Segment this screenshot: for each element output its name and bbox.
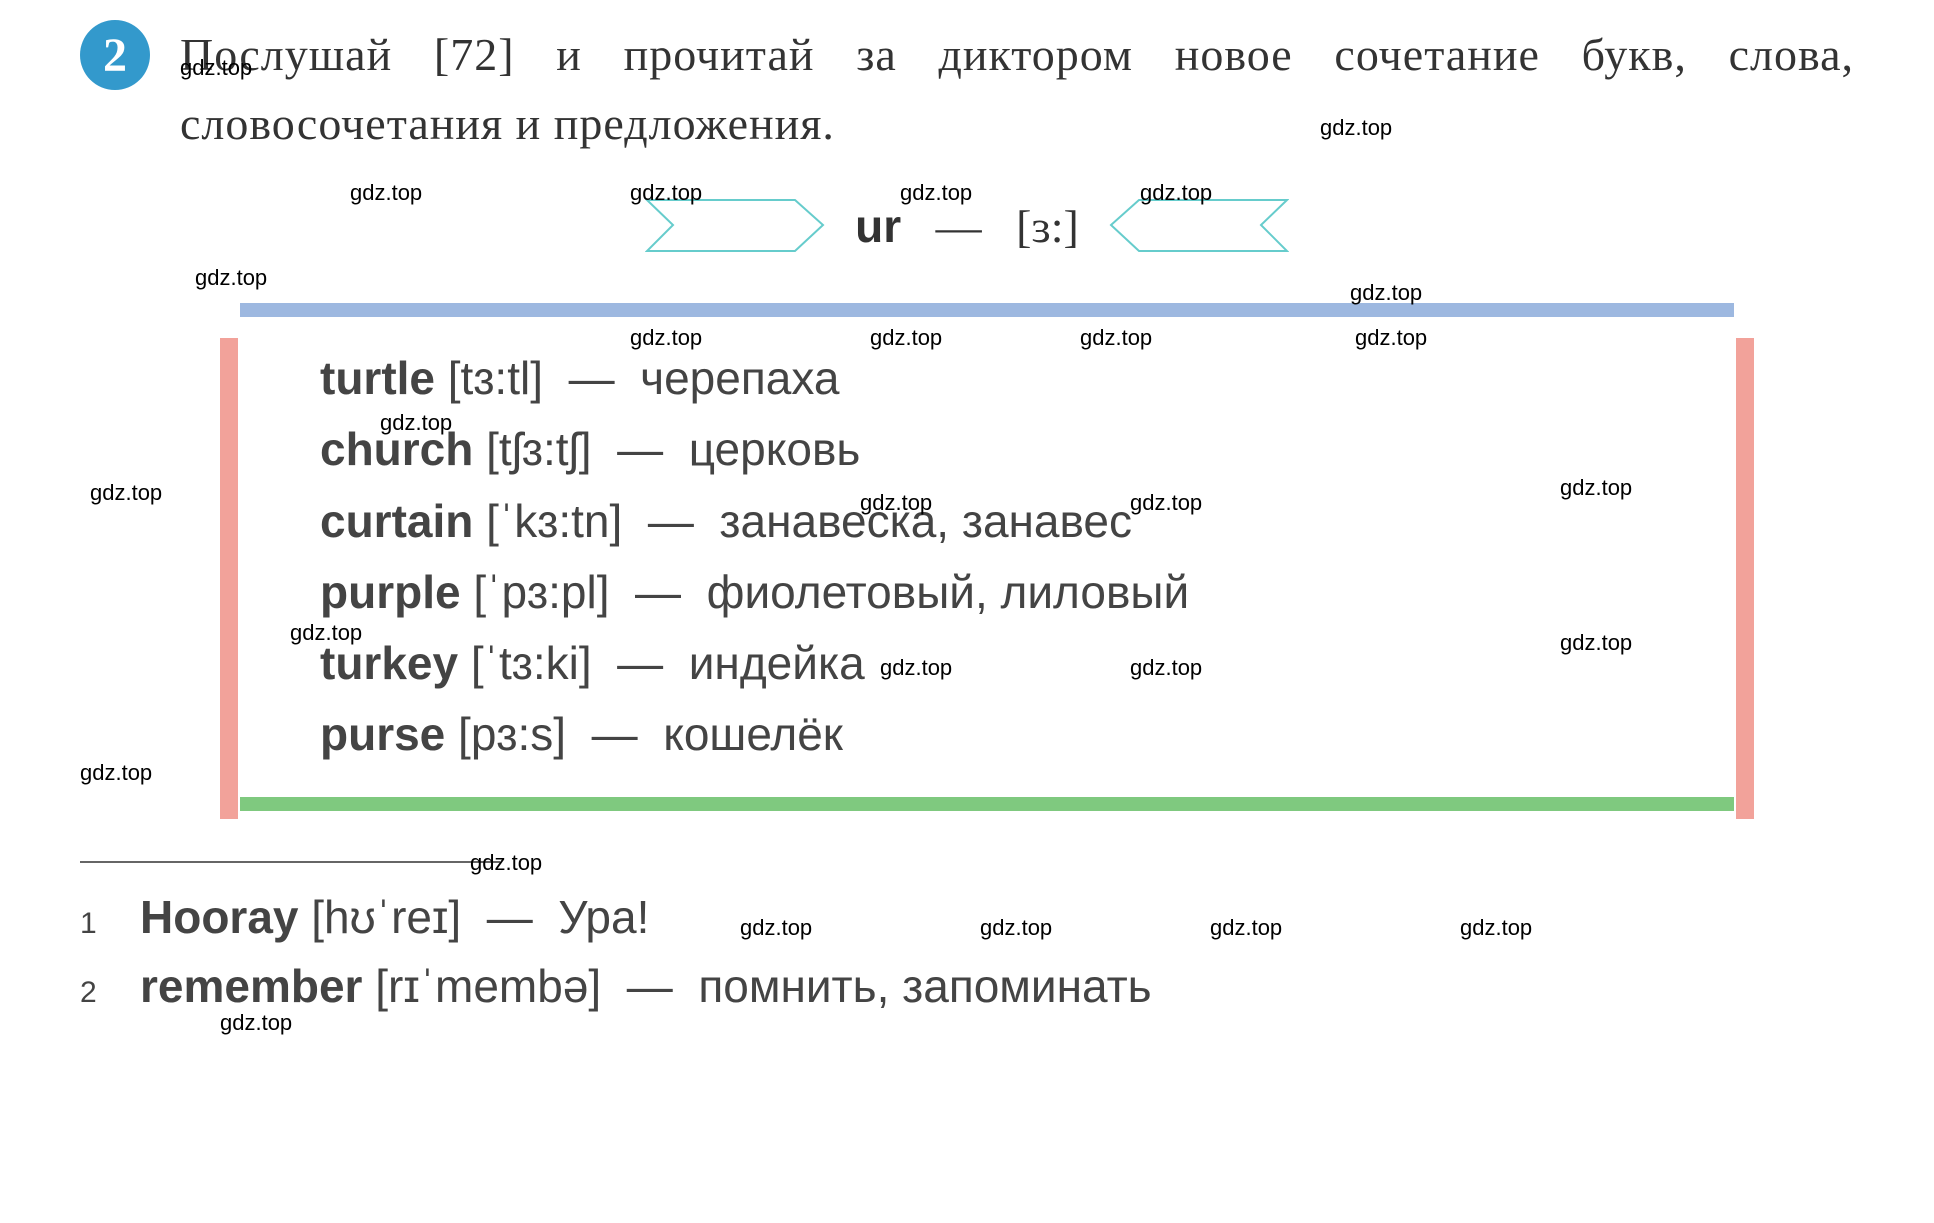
vocab-translation: индейка bbox=[689, 637, 865, 689]
vocab-translation: занавеска, занавес bbox=[719, 495, 1132, 547]
exercise-number-badge: 2 bbox=[80, 20, 150, 90]
vocab-item: turkey [ˈtɜ:ki] — индейка bbox=[320, 628, 1684, 699]
bottom-border bbox=[240, 797, 1734, 811]
vocab-dash: — bbox=[592, 708, 638, 760]
rule-dash: — bbox=[936, 201, 982, 252]
vocab-translation: фиолетовый, лиловый bbox=[707, 566, 1190, 618]
vocab-ipa: [ˈpɜ:pl] bbox=[473, 566, 609, 618]
footnotes: 1 Hooray [hʊˈreɪ] — Ура! 2 remember [rɪˈmem… bbox=[80, 883, 1854, 1021]
watermark: gdz.top bbox=[80, 760, 152, 786]
vocab-translation: кошелёк bbox=[663, 708, 843, 760]
watermark: gdz.top bbox=[195, 265, 267, 291]
vocabulary-box: turtle [tɜ:tl] — черепахаchurch [tʃɜ:tʃ]… bbox=[240, 303, 1734, 811]
right-border bbox=[1736, 338, 1754, 819]
footnote-num: 2 bbox=[80, 970, 110, 1015]
vocab-dash: — bbox=[648, 495, 694, 547]
vocab-item: curtain [ˈkɜ:tn] — занавеска, занавес bbox=[320, 486, 1684, 557]
vocab-ipa: [tʃɜ:tʃ] bbox=[486, 423, 591, 475]
vocab-ipa: [ˈkɜ:tn] bbox=[486, 495, 622, 547]
vocab-ipa: [tɜ:tl] bbox=[448, 352, 543, 404]
vocab-translation: церковь bbox=[689, 423, 861, 475]
vocabulary-list: turtle [tɜ:tl] — черепахаchurch [tʃɜ:tʃ]… bbox=[290, 343, 1684, 771]
vocab-item: purse [pɜ:s] — кошелёк bbox=[320, 699, 1684, 770]
vocab-item: purple [ˈpɜ:pl] — фиолетовый, лиловый bbox=[320, 557, 1684, 628]
vocab-translation: черепаха bbox=[640, 352, 839, 404]
vocab-dash: — bbox=[635, 566, 681, 618]
vocab-word: purse bbox=[320, 708, 445, 760]
vocab-dash: — bbox=[617, 423, 663, 475]
rule-letters: ur bbox=[855, 200, 901, 252]
left-border bbox=[220, 338, 238, 819]
vocab-word: turtle bbox=[320, 352, 435, 404]
rule-phonetic: [ɜ:] bbox=[1016, 201, 1079, 252]
vocab-dash: — bbox=[569, 352, 615, 404]
footnote-ipa: [hʊˈreɪ] bbox=[311, 891, 461, 943]
footnote-item: 2 remember [rɪˈmembə] — помнить, запомина… bbox=[80, 952, 1854, 1021]
footnote-translation: Ура! bbox=[558, 891, 649, 943]
vocab-word: church bbox=[320, 423, 473, 475]
vocab-item: turtle [tɜ:tl] — черепаха bbox=[320, 343, 1684, 414]
footnote-divider bbox=[80, 861, 500, 863]
rule-text: ur — [ɜ:] bbox=[855, 199, 1079, 253]
footnote-dash: — bbox=[487, 891, 533, 943]
footnote-word: remember bbox=[140, 960, 362, 1012]
vocab-ipa: [pɜ:s] bbox=[458, 708, 566, 760]
vocab-word: turkey bbox=[320, 637, 458, 689]
vocab-ipa: [ˈtɜ:ki] bbox=[471, 637, 592, 689]
phonetic-rule-row: ur — [ɜ:] bbox=[80, 198, 1854, 253]
arrow-right-icon bbox=[645, 198, 825, 253]
arrow-left-icon bbox=[1109, 198, 1289, 253]
footnote-translation: помнить, запоминать bbox=[698, 960, 1151, 1012]
vocab-item: church [tʃɜ:tʃ] — церковь bbox=[320, 414, 1684, 485]
top-border bbox=[240, 303, 1734, 317]
watermark: gdz.top bbox=[470, 850, 542, 876]
footnote-ipa: [rɪˈmembə] bbox=[375, 960, 601, 1012]
exercise-instruction: Послушай [72] и прочитай за диктором нов… bbox=[180, 20, 1854, 158]
footnote-item: 1 Hooray [hʊˈreɪ] — Ура! bbox=[80, 883, 1854, 952]
vocab-word: purple bbox=[320, 566, 461, 618]
footnote-word: Hooray bbox=[140, 891, 298, 943]
watermark: gdz.top bbox=[90, 480, 162, 506]
vocab-dash: — bbox=[617, 637, 663, 689]
footnote-dash: — bbox=[627, 960, 673, 1012]
footnote-num: 1 bbox=[80, 901, 110, 946]
vocab-word: curtain bbox=[320, 495, 473, 547]
